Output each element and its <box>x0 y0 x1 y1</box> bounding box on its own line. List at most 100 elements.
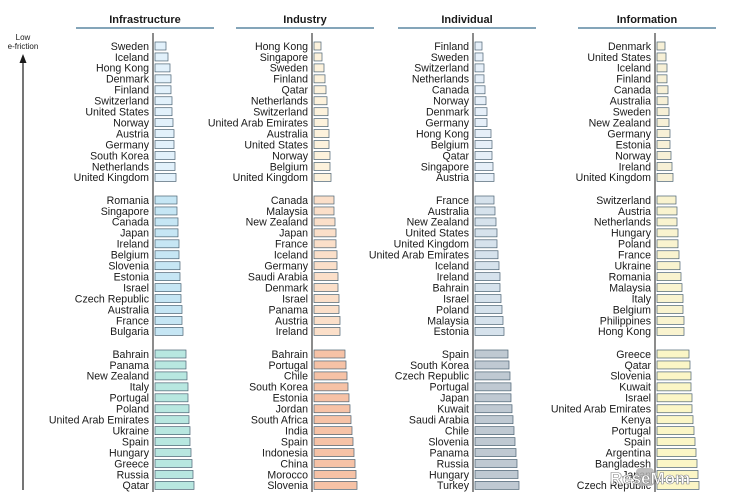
bar-label: Denmark <box>106 74 150 86</box>
bar <box>313 195 335 205</box>
bar <box>154 360 187 370</box>
bar <box>313 261 338 271</box>
bar-label: Iceland <box>115 52 149 64</box>
bar-label: Bahrain <box>271 349 308 361</box>
bar-label: Germany <box>264 261 308 273</box>
bar-label: Ireland <box>117 239 149 251</box>
y-axis-label-line1: Low <box>16 33 31 42</box>
bar <box>656 140 671 149</box>
bar <box>313 74 326 84</box>
bar <box>154 239 180 249</box>
bar <box>656 305 684 314</box>
bar <box>313 96 328 106</box>
bar-label: Panama <box>430 447 470 459</box>
bar-label: Romania <box>107 195 150 207</box>
bar-label: Kuwait <box>437 404 469 416</box>
bar <box>154 349 187 359</box>
bar-label: Switzerland <box>414 63 469 75</box>
bar-label: Iceland <box>435 261 469 273</box>
bar <box>313 151 331 160</box>
bar-label: Canada <box>432 85 469 97</box>
bar-label: Finland <box>434 41 469 53</box>
bar-label: Netherlands <box>594 217 651 229</box>
bar <box>656 470 699 479</box>
bar <box>656 349 690 359</box>
panel-title: Information <box>617 14 678 26</box>
bar <box>313 426 353 435</box>
bar-label: Philippines <box>600 315 651 327</box>
bar <box>154 129 175 138</box>
bar <box>313 162 331 171</box>
bar-label: Slovenia <box>610 371 651 383</box>
bar-label: Portugal <box>269 360 308 372</box>
bar <box>474 52 484 62</box>
bar <box>313 470 357 479</box>
bar <box>313 283 339 292</box>
bar-label: Austria <box>436 172 469 184</box>
bar <box>656 228 679 238</box>
bar <box>474 107 488 117</box>
bar-label: Greece <box>616 349 651 361</box>
bar <box>474 129 492 138</box>
bar <box>474 426 515 435</box>
bar-label: Romania <box>609 271 652 283</box>
bar <box>474 250 499 260</box>
bar <box>154 52 169 62</box>
bar-label: Norway <box>272 150 309 162</box>
bar-label: Belgium <box>613 304 651 316</box>
bar <box>313 393 350 403</box>
bar-label: Canada <box>112 217 149 229</box>
bar-label: Sweden <box>613 107 651 119</box>
bar <box>656 217 678 227</box>
bar-label: South Korea <box>410 360 469 372</box>
bar-label: Austria <box>116 128 149 140</box>
bar-label: Spain <box>281 436 308 448</box>
bar <box>154 250 180 260</box>
bar-label: Japan <box>279 228 308 240</box>
bar <box>154 195 178 205</box>
bar-label: Spain <box>122 436 149 448</box>
bar-label: Italy <box>632 293 652 305</box>
bar <box>474 41 483 51</box>
bar <box>313 382 349 392</box>
bar <box>656 404 693 414</box>
bar <box>154 107 173 117</box>
bar-label: France <box>116 315 149 327</box>
bar <box>154 140 175 149</box>
bar-label: Portugal <box>612 425 651 437</box>
bar <box>154 316 183 325</box>
bar-label: Norway <box>433 96 470 108</box>
bar-label: Israel <box>282 293 308 305</box>
bar-label: Germany <box>425 117 469 129</box>
bar-label: United Kingdom <box>394 239 470 251</box>
bar-label: Chile <box>445 425 469 437</box>
bar <box>656 52 667 62</box>
bar-label: Canada <box>614 85 651 97</box>
bar-label: Hungary <box>611 228 652 240</box>
bar <box>154 481 195 490</box>
bar <box>313 404 351 414</box>
bar-label: New Zealand <box>246 217 309 229</box>
bar-label: Bangladesh <box>595 458 651 470</box>
bar <box>474 371 511 381</box>
bar <box>154 63 171 73</box>
bar <box>474 217 497 227</box>
bar <box>154 382 189 392</box>
bar-label: Estonia <box>273 393 308 405</box>
bar <box>313 107 329 117</box>
bar-label: Australia <box>610 96 651 108</box>
bar <box>154 151 176 160</box>
bar-label: Belgium <box>111 250 149 262</box>
bar-label: South Korea <box>90 150 149 162</box>
bar-label: Hong Kong <box>598 326 651 338</box>
bar <box>656 283 683 292</box>
bar-label: Estonia <box>434 326 469 338</box>
bar-label: Saudi Arabia <box>248 271 308 283</box>
bar-label: Netherlands <box>251 96 308 108</box>
bar-label: Kenya <box>621 415 651 427</box>
bar-label: South Africa <box>251 415 308 427</box>
bar-label: Germany <box>105 139 149 151</box>
watermark: ReseMom <box>610 468 690 488</box>
bar-label: United Kingdom <box>233 172 309 184</box>
bar-label: Qatar <box>282 85 309 97</box>
